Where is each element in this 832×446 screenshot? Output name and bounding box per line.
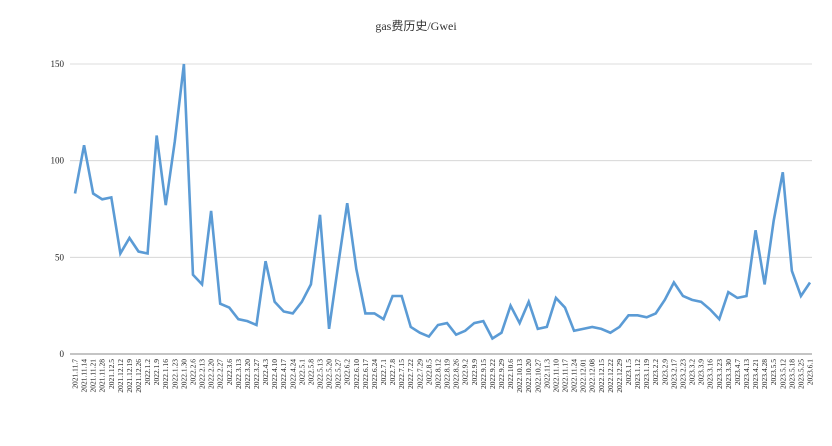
x-tick-label: 2022.2.20 [207, 359, 216, 389]
x-tick-label: 2022.5.1 [297, 359, 306, 386]
x-tick-label: 2022.11.10 [551, 359, 560, 393]
x-tick-label: 2023.2.2 [651, 359, 660, 386]
x-tick-label: 2023.4.21 [751, 359, 760, 389]
x-tick-label: 2022.10.27 [533, 359, 542, 393]
x-tick-label: 2021.11.14 [80, 359, 89, 393]
x-tick-label: 2023.2.9 [660, 359, 669, 386]
x-tick-label: 2021.12.12 [116, 359, 125, 393]
chart-title: gas费历史/Gwei [375, 19, 457, 33]
x-tick-label: 2022.8.5 [424, 359, 433, 386]
x-tick-label: 2022.7.22 [406, 359, 415, 389]
x-tick-label: 2022.6.2 [343, 359, 352, 386]
x-tick-label: 2023.5.25 [796, 359, 805, 389]
x-tick-label: 2022.7.29 [415, 359, 424, 389]
x-tick-label: 2022.3.13 [234, 359, 243, 389]
x-tick-label: 2022.1.9 [152, 359, 161, 386]
x-tick-label: 2022.5.8 [306, 359, 315, 386]
x-tick-label: 2022.11.24 [570, 359, 579, 393]
x-tick-label: 2023.2.23 [678, 359, 687, 389]
y-tick-label: 0 [60, 349, 65, 359]
x-tick-label: 2023.6.1 [806, 359, 815, 386]
x-tick-label: 2022.6.17 [361, 359, 370, 389]
x-tick-label: 2022.7.1 [379, 359, 388, 386]
x-tick-label: 2022.9.29 [497, 359, 506, 389]
x-tick-label: 2022.4.17 [279, 359, 288, 389]
y-tick-label: 100 [51, 156, 65, 166]
x-tick-label: 2023.1.12 [633, 359, 642, 389]
x-tick-label: 2022.5.27 [334, 359, 343, 389]
x-tick-label: 2022.12.22 [606, 359, 615, 393]
x-tick-label: 2022.8.19 [443, 359, 452, 389]
x-tick-label: 2023.3.23 [715, 359, 724, 389]
x-tick-label: 2023.3.30 [724, 359, 733, 389]
x-tick-label: 2022.9.9 [470, 359, 479, 386]
x-tick-label: 2021.11.28 [98, 359, 107, 393]
x-tick-label: 2021.12.5 [107, 359, 116, 389]
x-tick-label: 2022.9.22 [488, 359, 497, 389]
x-tick-label: 2022.2.27 [216, 359, 225, 389]
series-layer [73, 63, 812, 341]
x-tick-label: 2023.4.7 [733, 359, 742, 386]
x-tick-label: 2023.1.19 [642, 359, 651, 389]
gridlines [70, 63, 812, 355]
x-tick-label: 2022.3.20 [243, 359, 252, 389]
x-tick-label: 2022.1.2 [143, 359, 152, 386]
x-tick-label: 2022.1.23 [170, 359, 179, 389]
x-tick-label: 2022.11.3 [542, 359, 551, 389]
x-tick-label: 2022.5.13 [316, 359, 325, 389]
x-tick-label: 2022.10.20 [524, 359, 533, 393]
x-tick-label: 2022.4.3 [261, 359, 270, 386]
x-tick-label: 2022.10.13 [515, 359, 524, 393]
series-line [73, 63, 812, 341]
x-tick-label: 2023.5.18 [787, 359, 796, 389]
x-tick-label: 2022.5.20 [325, 359, 334, 389]
x-tick-label: 2022.12.08 [588, 359, 597, 393]
x-tick-label: 2023.5.12 [778, 359, 787, 389]
x-tick-label: 2022.12.01 [579, 359, 588, 393]
x-tick-label: 2021.12.26 [134, 359, 143, 393]
x-axis: 2021.11.7 2021.11.14 2021.11.21 2021.11.28 2… [71, 359, 815, 393]
x-tick-label: 2022.9.2 [461, 359, 470, 386]
x-tick-label: 2022.2.13 [198, 359, 207, 389]
x-tick-label: 2022.10.6 [506, 359, 515, 389]
x-tick-label: 2022.4.24 [288, 359, 297, 389]
x-tick-label: 2022.4.10 [270, 359, 279, 389]
x-tick-label: 2022.8.12 [433, 359, 442, 389]
x-tick-label: 2022.11.17 [561, 359, 570, 393]
x-tick-label: 2022.3.6 [225, 359, 234, 386]
x-tick-label: 2022.12.15 [597, 359, 606, 393]
x-tick-label: 2023.4.28 [760, 359, 769, 389]
x-tick-label: 2022.12.29 [615, 359, 624, 393]
x-tick-label: 2023.3.2 [688, 359, 697, 386]
x-tick-label: 2022.9.15 [479, 359, 488, 389]
x-tick-label: 2021.11.21 [89, 359, 98, 393]
x-tick-label: 2023.2.17 [669, 359, 678, 389]
x-tick-label: 2023.3.16 [706, 359, 715, 389]
y-axis: 0 50 100 150 [51, 59, 65, 359]
x-tick-label: 2022.1.16 [161, 359, 170, 389]
x-tick-label: 2023.4.13 [742, 359, 751, 389]
x-tick-label: 2022.1.30 [179, 359, 188, 389]
y-tick-label: 150 [51, 59, 65, 69]
x-tick-label: 2021.12.19 [125, 359, 134, 393]
x-tick-label: 2023.1.5 [624, 359, 633, 386]
x-tick-label: 2022.6.10 [352, 359, 361, 389]
x-tick-label: 2023.3.9 [697, 359, 706, 386]
x-tick-label: 2022.2.6 [188, 359, 197, 386]
x-tick-label: 2023.5.5 [769, 359, 778, 386]
x-tick-label: 2021.11.7 [71, 359, 80, 389]
y-tick-label: 50 [55, 252, 65, 262]
x-tick-label: 2022.7.8 [388, 359, 397, 386]
x-tick-label: 2022.8.26 [452, 359, 461, 389]
x-tick-label: 2022.7.15 [397, 359, 406, 389]
x-tick-label: 2022.3.27 [252, 359, 261, 389]
x-tick-label: 2022.6.24 [370, 359, 379, 389]
